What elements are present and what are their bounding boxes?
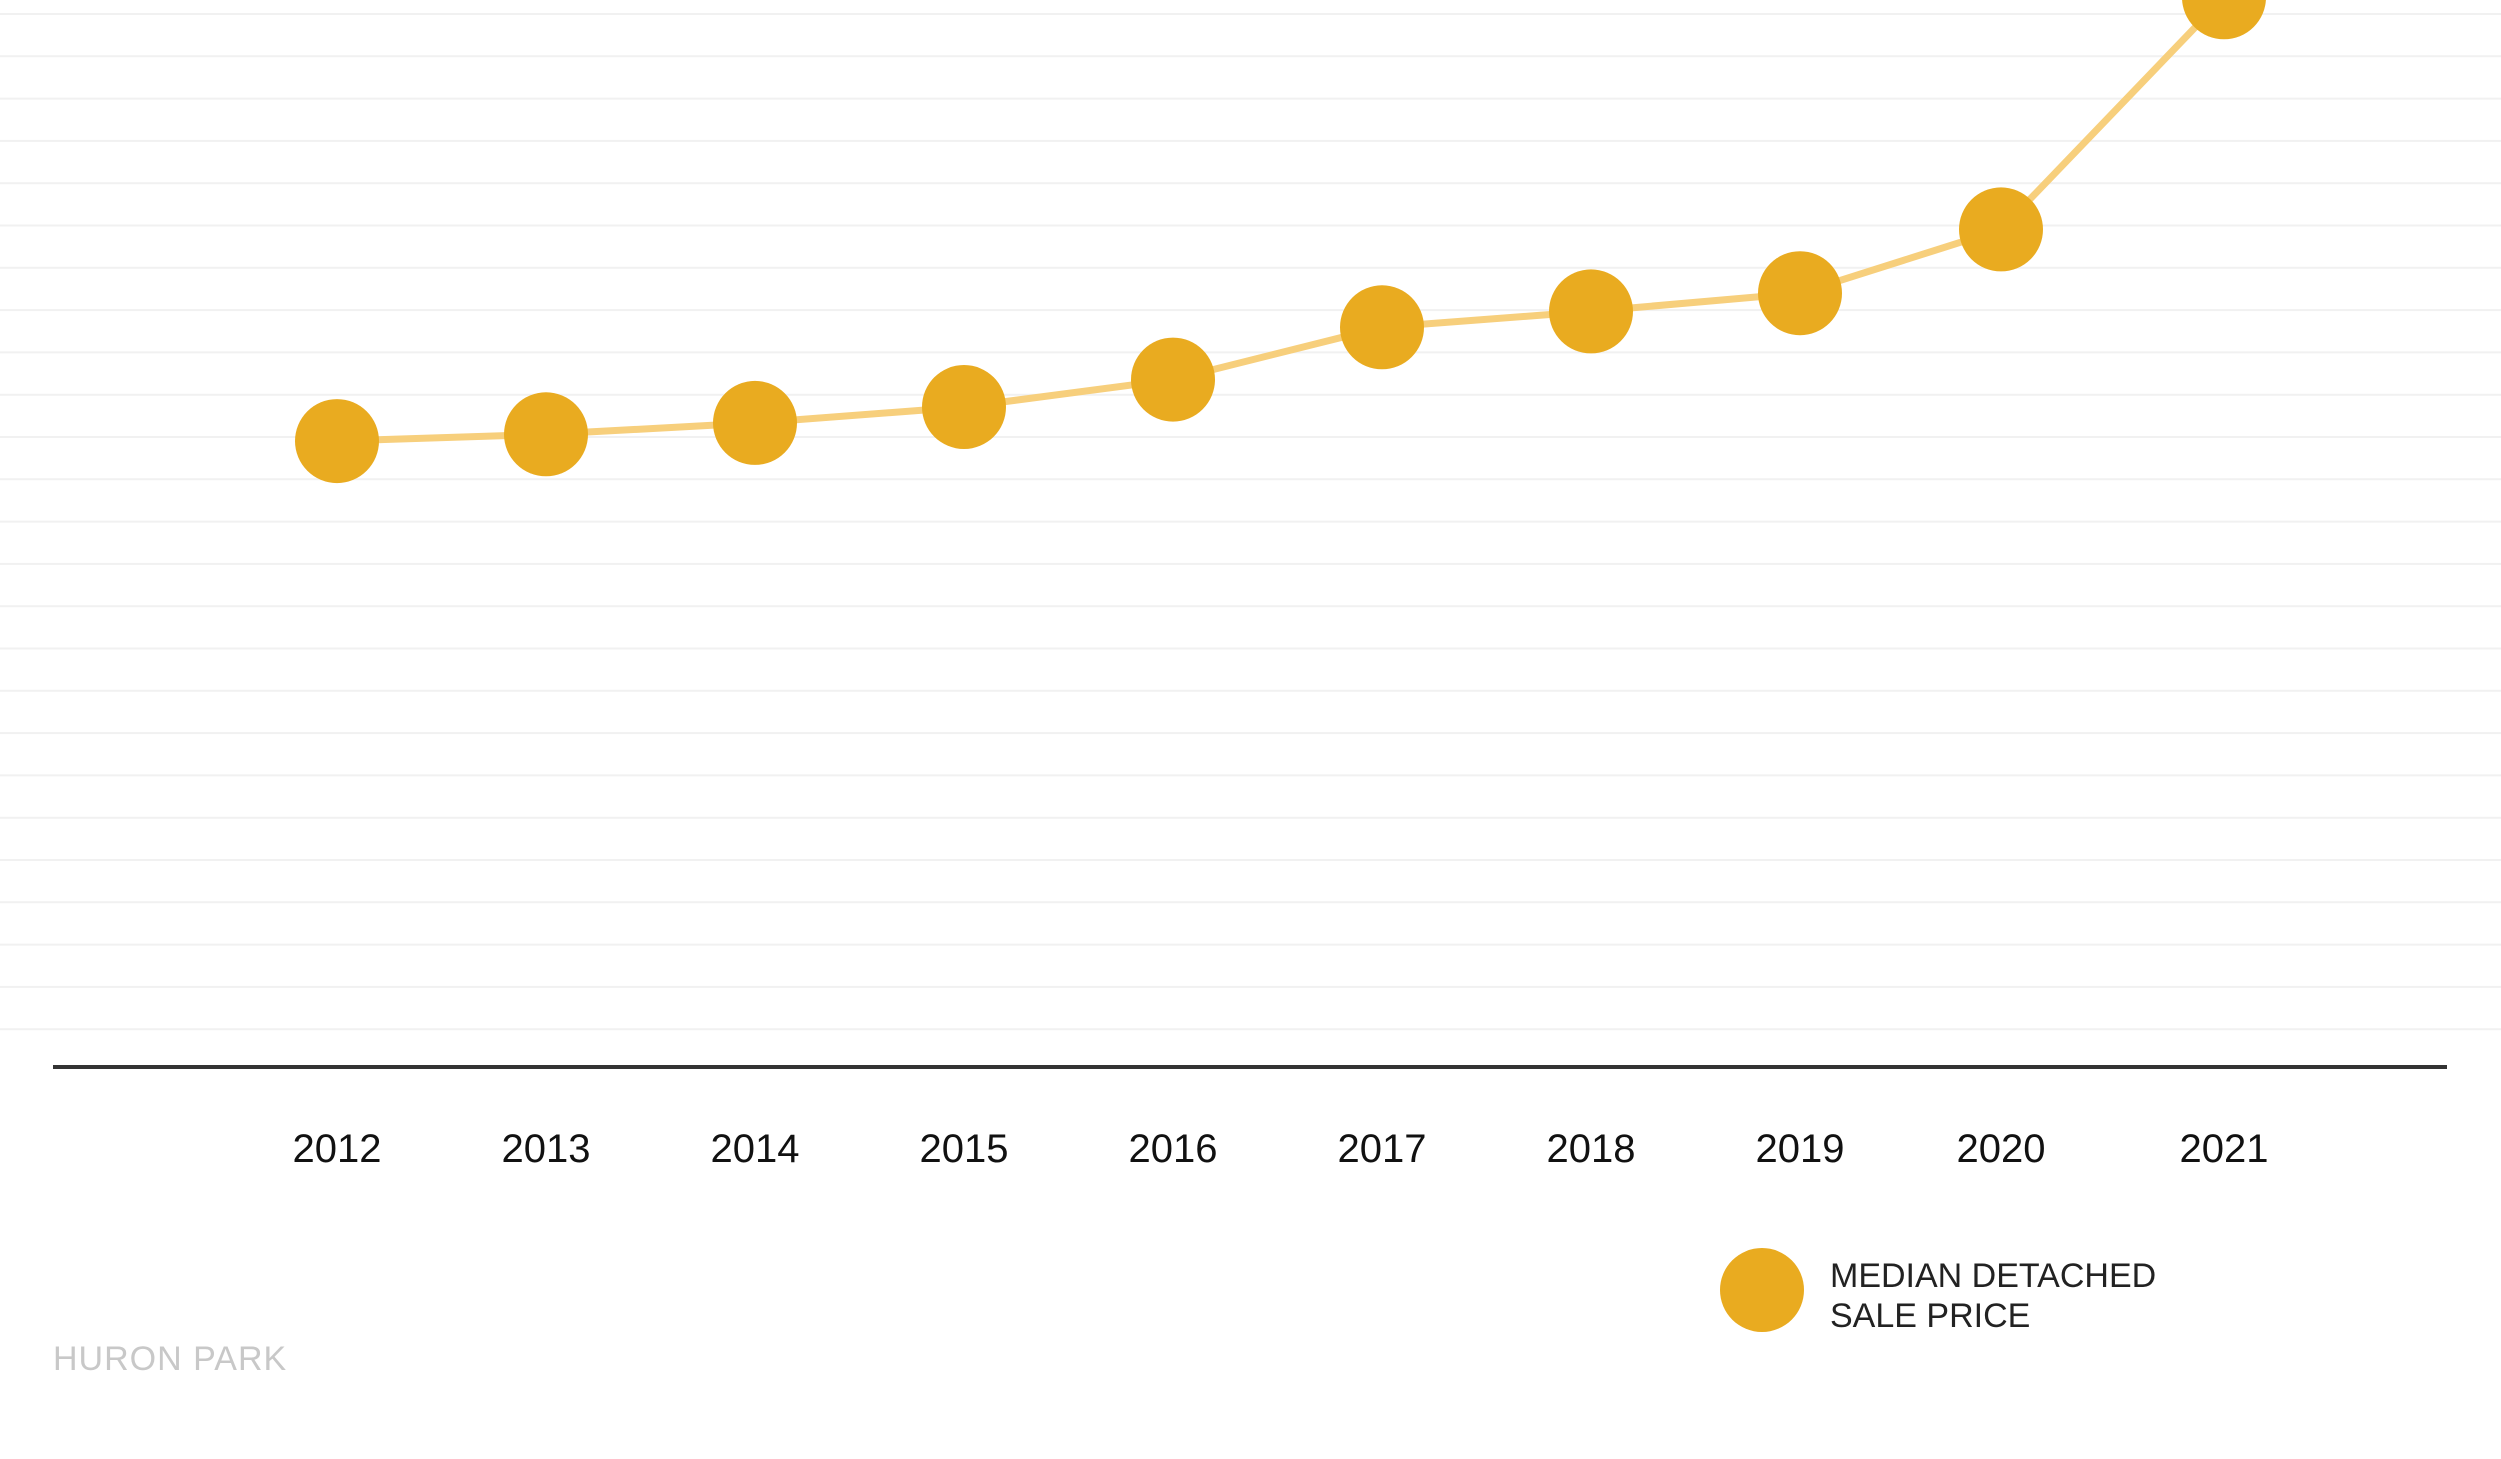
x-tick-label-2021: 2021 <box>2180 1127 2269 1171</box>
x-tick-labels: 2012 2013 2014 2015 2016 2017 2018 2019 2020 2021 <box>293 1127 2269 1171</box>
data-point-2013 <box>504 392 588 477</box>
data-point-2014 <box>713 380 797 465</box>
data-markers <box>295 0 2266 484</box>
legend-label-line-2: SALE PRICE <box>1830 1297 2030 1335</box>
watermark: HURON PARK <box>53 1340 287 1378</box>
data-point-2016 <box>1131 337 1215 422</box>
data-point-2017 <box>1340 285 1424 370</box>
data-point-2018 <box>1549 269 1633 354</box>
data-point-2019 <box>1758 251 1842 336</box>
x-tick-label-2014: 2014 <box>711 1127 800 1171</box>
x-tick-label-2017: 2017 <box>1338 1127 1427 1171</box>
data-point-2020 <box>1959 187 2043 272</box>
data-point-2015 <box>922 365 1006 449</box>
x-tick-label-2013: 2013 <box>502 1127 591 1171</box>
legend: MEDIAN DETACHED SALE PRICE <box>1720 1248 2156 1335</box>
x-tick-label-2019: 2019 <box>1756 1127 1845 1171</box>
x-tick-label-2012: 2012 <box>293 1127 382 1171</box>
x-tick-label-2016: 2016 <box>1129 1127 1218 1171</box>
series-line <box>336 0 2227 445</box>
legend-label-line-1: MEDIAN DETACHED <box>1830 1257 2156 1295</box>
gridlines <box>0 13 2501 1031</box>
legend-swatch <box>1720 1248 1804 1332</box>
x-tick-label-2020: 2020 <box>1957 1127 2046 1171</box>
x-tick-label-2015: 2015 <box>920 1127 1009 1171</box>
data-point-2021 <box>2182 0 2266 40</box>
data-point-2012 <box>295 399 379 484</box>
x-tick-label-2018: 2018 <box>1547 1127 1636 1171</box>
